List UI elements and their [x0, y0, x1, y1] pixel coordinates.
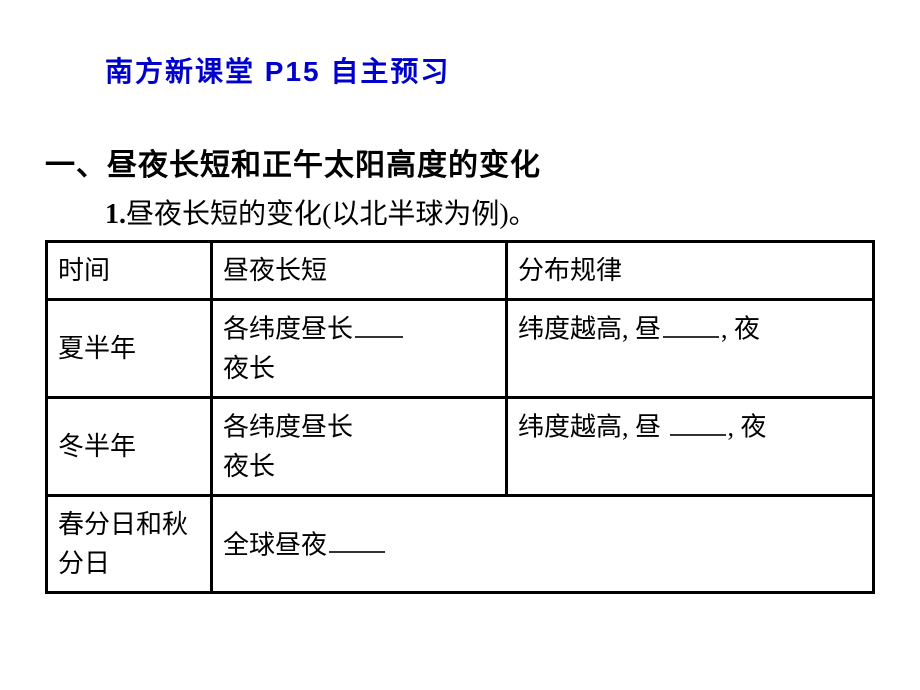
table-row: 夏半年 各纬度昼长 夜长 纬度越高, 昼 , 夜 — [47, 300, 874, 398]
subsection-number: 1. — [105, 199, 126, 230]
text-fragment: 各纬度昼长 — [223, 413, 353, 442]
text-fragment: 纬度越高, 昼 — [518, 315, 661, 344]
text-fragment: , 夜 — [721, 315, 760, 344]
text-fragment: 全球昼夜 — [223, 530, 327, 559]
header-daynight: 昼夜长短 — [212, 242, 507, 300]
subsection-title: 1.昼夜长短的变化(以北半球为例)。 — [105, 192, 875, 232]
text-fragment: 纬度越高, 昼 — [518, 413, 661, 442]
content-table: 时间 昼夜长短 分布规律 夏半年 各纬度昼长 夜长 纬度越高, 昼 , 夜 冬半年… — [45, 240, 875, 594]
cell-equinox-content: 全球昼夜 — [212, 496, 874, 593]
cell-pattern-winter: 纬度越高, 昼 , 夜 — [507, 398, 874, 496]
cell-time-winter: 冬半年 — [47, 398, 212, 496]
text-fragment: 夜长 — [223, 452, 275, 481]
header-time: 时间 — [47, 242, 212, 300]
cell-pattern-summer: 纬度越高, 昼 , 夜 — [507, 300, 874, 398]
fill-blank[interactable] — [329, 525, 385, 554]
fill-blank[interactable] — [663, 309, 719, 338]
section-title: 一、昼夜长短和正午太阳高度的变化 — [45, 140, 875, 184]
cell-daynight-summer: 各纬度昼长 夜长 — [212, 300, 507, 398]
fill-blank[interactable] — [670, 407, 726, 436]
table-row: 冬半年 各纬度昼长 夜长 纬度越高, 昼 , 夜 — [47, 398, 874, 496]
table-row: 春分日和秋分日 全球昼夜 — [47, 496, 874, 593]
page-header: 南方新课堂 P15 自主预习 — [105, 50, 875, 90]
fill-blank[interactable] — [355, 309, 403, 338]
cell-time-summer: 夏半年 — [47, 300, 212, 398]
section-title-text: 昼夜长短和正午太阳高度的变化 — [107, 149, 541, 182]
subsection-title-text: 昼夜长短的变化(以北半球为例)。 — [126, 199, 537, 230]
cell-time-equinox: 春分日和秋分日 — [47, 496, 212, 593]
table-header-row: 时间 昼夜长短 分布规律 — [47, 242, 874, 300]
header-pattern: 分布规律 — [507, 242, 874, 300]
text-fragment: 夜长 — [223, 354, 275, 383]
section-number: 一、 — [45, 149, 107, 182]
text-fragment: 各纬度昼长 — [223, 315, 353, 344]
text-fragment: , 夜 — [728, 413, 767, 442]
cell-daynight-winter: 各纬度昼长 夜长 — [212, 398, 507, 496]
